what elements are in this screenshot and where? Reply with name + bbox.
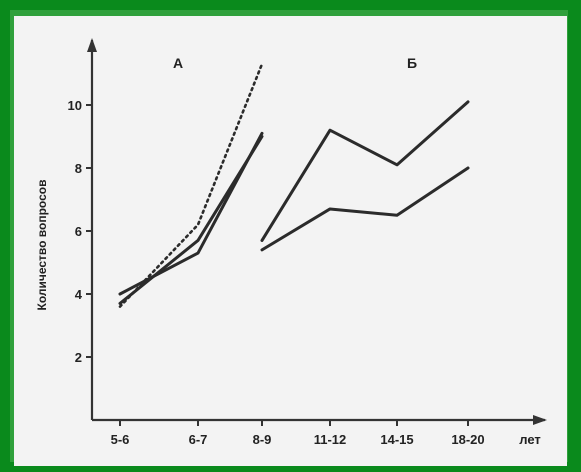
y-tick-label: 6	[75, 224, 82, 239]
x-tick-label: 14-15	[380, 432, 413, 447]
series-line-2	[118, 135, 264, 305]
tick-group: 2 4 6 8 10 5-6 6-7 8-9 11-12 14-15 18-20	[68, 98, 485, 447]
x-axis-label: лет	[519, 432, 541, 447]
axes	[87, 38, 547, 425]
y-axis-arrow	[87, 38, 97, 52]
y-tick-label: 10	[68, 98, 82, 113]
series-group	[118, 62, 470, 308]
panel-label: Б	[407, 55, 417, 71]
y-tick-label: 2	[75, 350, 82, 365]
series-line-3	[118, 62, 264, 308]
series-line-5	[260, 166, 470, 252]
x-tick-label: 5-6	[111, 432, 130, 447]
x-tick-label: 11-12	[314, 432, 347, 447]
series-line-4	[260, 100, 470, 242]
series-line-1	[118, 131, 264, 296]
x-tick-label: 18-20	[451, 432, 484, 447]
x-tick-label: 8-9	[253, 432, 272, 447]
chart-panel	[14, 16, 567, 466]
label-group: лет Количество вопросов А Б	[35, 55, 541, 447]
y-axis-label: Количество вопросов	[35, 180, 49, 311]
panel-label: А	[173, 55, 183, 71]
y-tick-label: 8	[75, 161, 82, 176]
x-tick-label: 6-7	[189, 432, 208, 447]
x-axis-arrow	[533, 415, 547, 425]
y-tick-label: 4	[75, 287, 83, 302]
